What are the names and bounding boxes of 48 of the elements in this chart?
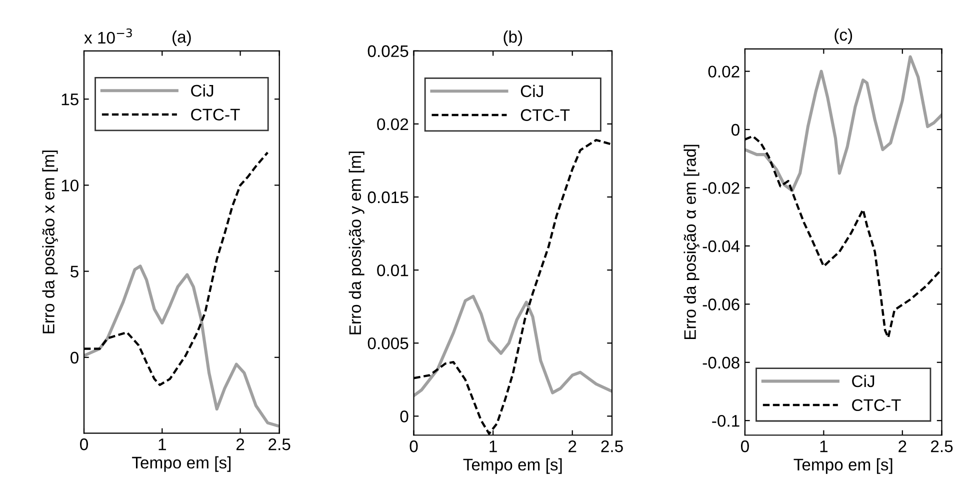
y-axis-title: Erro da posição α em [rad] — [684, 144, 700, 340]
y-tick-label: -0.08 — [702, 356, 740, 369]
x-tick-label: 1 — [820, 440, 828, 452]
y-tick-label: 0.025 — [368, 45, 408, 58]
y-tick-label: 0.005 — [368, 337, 408, 350]
y-tick-label: -0.04 — [702, 240, 740, 252]
y-tick-label: 0.01 — [377, 264, 408, 276]
legend-label: CTC-T — [191, 108, 240, 121]
y-axis-title: Erro da posição y em [m] — [348, 152, 364, 334]
y-tick-label: -0.02 — [702, 182, 740, 194]
x-tick-label: 2.5 — [601, 440, 623, 452]
x-tick-label: 1 — [490, 440, 497, 452]
x-tick-label: 2 — [236, 438, 244, 450]
y-axis-title: Erro da posição x em [m] — [42, 150, 58, 334]
y-tick-label: 0.02 — [377, 118, 408, 130]
line-series — [414, 294, 612, 398]
y-tick-label: -0.1 — [712, 414, 740, 427]
x-tick-label: 0 — [80, 438, 88, 450]
chart-title: (c) — [834, 28, 852, 44]
legend-label: CiJ — [520, 84, 543, 98]
y-tick-label: 0 — [400, 410, 408, 422]
line-series — [744, 55, 942, 192]
y-tick-label: 15 — [62, 94, 78, 106]
line-series — [84, 264, 280, 428]
x-tick-label: 2.5 — [268, 438, 290, 450]
legend-label: CTC-T — [852, 399, 901, 412]
y-tick-label: 0.015 — [368, 191, 408, 204]
chart-title: (b) — [504, 30, 522, 46]
x-axis-title: Tempo em [s] — [794, 458, 892, 474]
x-tick-label: 0 — [740, 440, 749, 452]
x-tick-label: 2.5 — [931, 440, 953, 452]
x-tick-label: 1 — [158, 438, 166, 450]
y-tick-label: 10 — [62, 180, 78, 192]
x-tick-label: 0 — [410, 440, 418, 452]
text: x 10$^{−3}$ — [84, 28, 132, 44]
x-tick-label: 2 — [568, 440, 576, 452]
y-tick-label: -0.06 — [702, 298, 740, 310]
y-tick-label: 0.02 — [708, 66, 740, 78]
y-tick-label: 0 — [70, 352, 78, 364]
legend-label: CiJ — [191, 84, 214, 97]
y-tick-label: 0 — [731, 124, 740, 136]
x-tick-label: 2 — [898, 440, 906, 452]
chart-title: (a) — [172, 30, 191, 46]
legend-label: CTC-T — [520, 109, 570, 121]
x-axis-title: Tempo em [s] — [463, 458, 562, 474]
x-axis-title: Tempo em [s] — [132, 456, 231, 472]
legend-label: CiJ — [852, 374, 874, 388]
y-tick-label: 5 — [70, 266, 78, 278]
